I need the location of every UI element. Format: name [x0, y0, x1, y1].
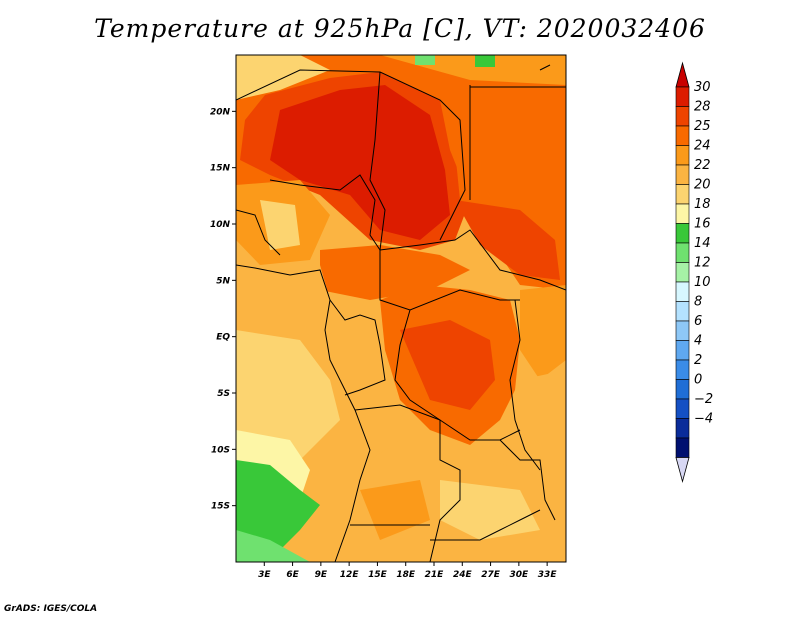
colorbar-segment — [675, 125, 690, 146]
colorbar-segment — [675, 242, 690, 263]
colorbar-label: 14 — [694, 236, 711, 251]
colorbar-label: 25 — [694, 119, 711, 134]
colorbar-segment — [675, 164, 690, 185]
colorbar-label: 12 — [694, 256, 711, 271]
colorbar-label: 20 — [694, 178, 711, 193]
lon-tick-label: 30E — [510, 570, 530, 580]
colorbar-label: −4 — [694, 412, 713, 427]
longitude-axis: 3E 6E 9E 12E 15E 18E 21E 24E 27E 30E 33E — [258, 562, 557, 580]
colorbar-label: 24 — [694, 139, 711, 154]
lon-tick-label: 6E — [286, 570, 299, 580]
lat-tick-label: 15N — [210, 164, 231, 174]
colorbar-label: 10 — [694, 275, 711, 290]
lat-tick-label: 5N — [216, 276, 230, 286]
colorbar-segment — [675, 418, 690, 439]
lon-tick-label: 9E — [315, 570, 328, 580]
colorbar-segment — [675, 379, 690, 400]
lon-tick-label: 12E — [340, 570, 360, 580]
colorbar-label: 0 — [694, 373, 702, 388]
map-frame — [235, 54, 567, 563]
colorbar-label: −2 — [694, 392, 713, 407]
colorbar-label: 30 — [694, 80, 711, 95]
colorbar-segment — [675, 184, 690, 205]
colorbar-segment — [675, 359, 690, 380]
lat-tick-label: 15S — [211, 502, 230, 512]
colorbar-label: 8 — [694, 295, 702, 310]
lon-tick-label: 33E — [538, 570, 558, 580]
colorbar-segment — [675, 281, 690, 302]
country-borders — [236, 64, 566, 562]
lon-tick-label: 27E — [481, 570, 501, 580]
lat-tick-label: 10N — [210, 220, 231, 230]
colorbar-segment — [675, 106, 690, 127]
colorbar-segment — [675, 301, 690, 322]
colorbar-top-arrow — [675, 61, 690, 88]
temperature-field — [236, 55, 566, 562]
colorbar-label: 22 — [694, 158, 711, 173]
chart-title: Temperature at 925hPa [C], VT: 202003240… — [94, 14, 706, 43]
lon-tick-label: 18E — [396, 570, 416, 580]
colorbar-segment — [675, 223, 690, 244]
lon-tick-label: 3E — [258, 570, 271, 580]
colorbar-label: 6 — [694, 314, 702, 329]
colorbar-label: 18 — [694, 197, 711, 212]
lat-tick-label: 5S — [217, 389, 230, 399]
colorbar-segment — [675, 203, 690, 224]
lon-tick-label: 24E — [453, 570, 473, 580]
colorbar-segment — [675, 145, 690, 166]
colorbar-bottom-arrow — [675, 457, 690, 484]
lon-tick-label: 15E — [368, 570, 388, 580]
lat-tick-label: EQ — [216, 333, 230, 343]
lon-tick-label: 21E — [425, 570, 445, 580]
colorbar-label: 2 — [694, 353, 702, 368]
colorbar-label: 16 — [694, 217, 711, 232]
credit-label: GrADS: IGES/COLA — [4, 604, 98, 614]
colorbar-segment — [675, 262, 690, 283]
lat-tick-label: 10S — [211, 445, 230, 455]
colorbar-label: 28 — [694, 100, 711, 115]
colorbar-label: 4 — [694, 334, 702, 349]
colorbar-segment — [675, 340, 690, 361]
colorbar-segment — [675, 86, 690, 107]
lat-tick-label: 20N — [210, 107, 231, 117]
latitude-axis: 20N 15N 10N 5N EQ 5S 10S 15S — [210, 107, 236, 512]
colorbar-segment — [675, 437, 690, 458]
colorbar-segment — [675, 320, 690, 341]
colorbar-segment — [675, 398, 690, 419]
